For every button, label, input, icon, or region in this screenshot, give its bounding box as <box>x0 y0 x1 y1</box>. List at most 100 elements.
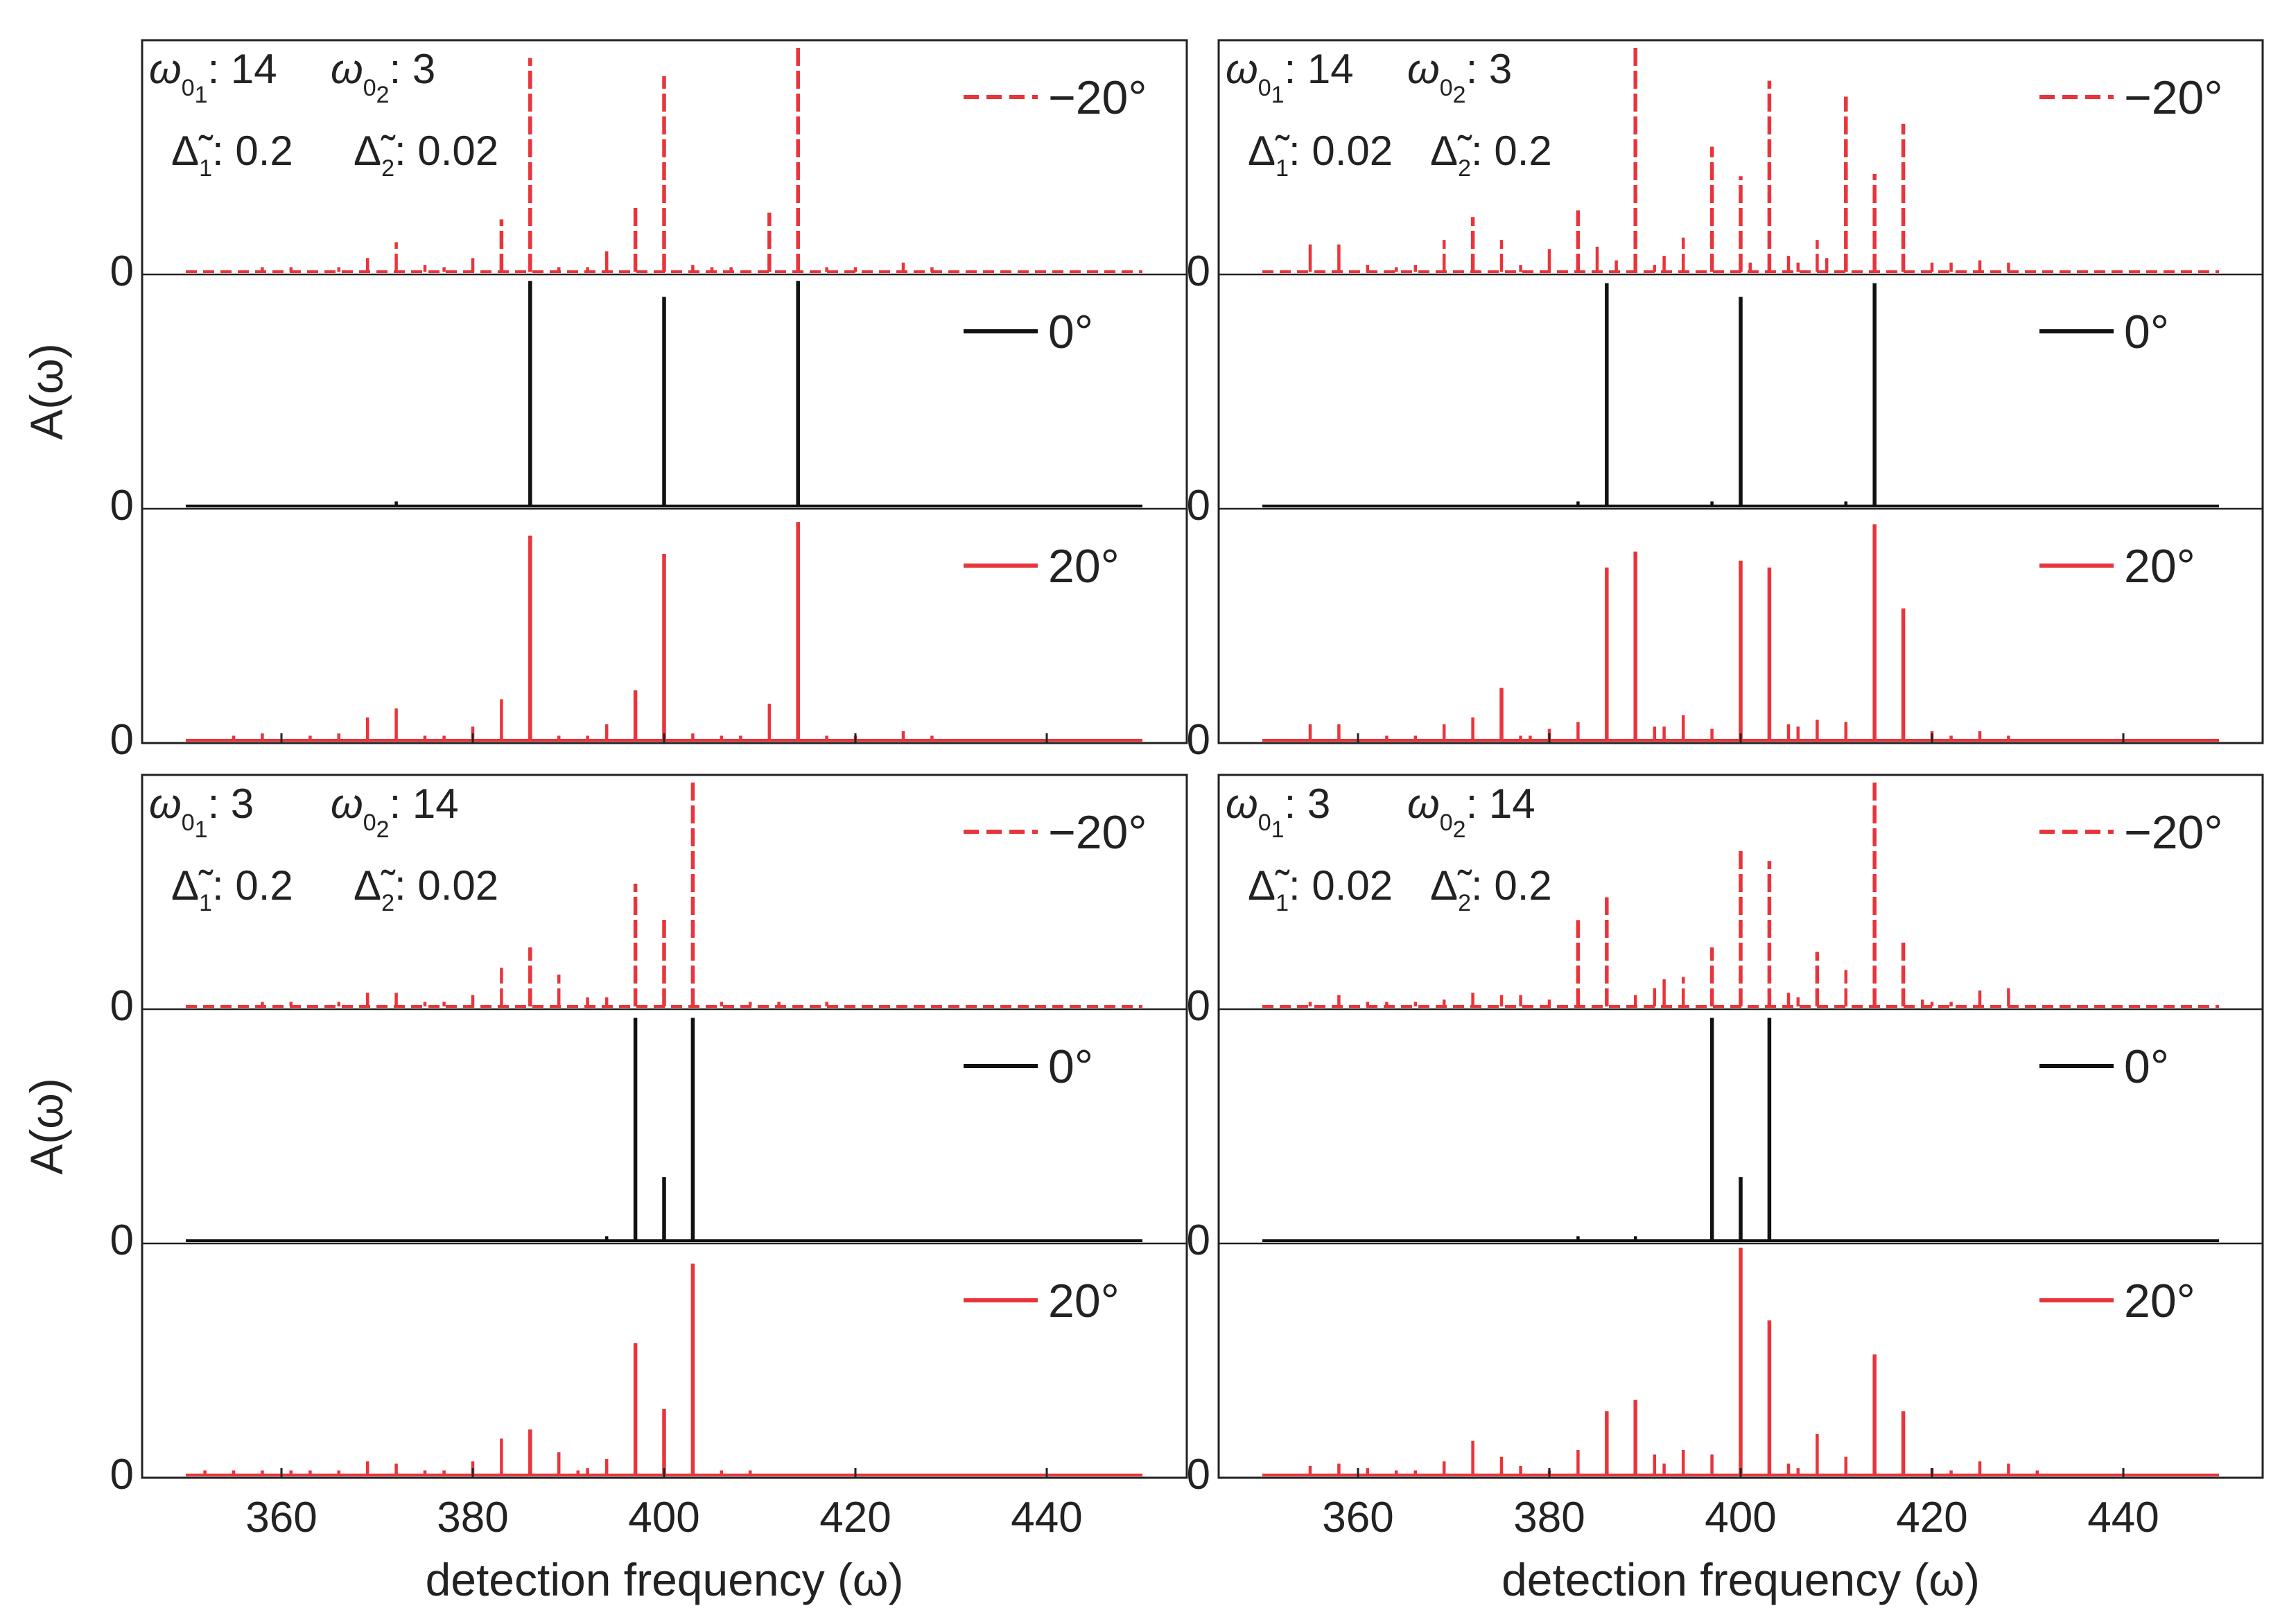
w2-symbol: ω <box>1407 46 1440 92</box>
w2-value: : 3 <box>1466 46 1513 92</box>
d1-value: : 0.02 <box>1289 862 1393 909</box>
param-annotations: ω01: 14 ω02: 3Δ̃1: 0.02 Δ̃2: 0.2 <box>1226 46 1552 182</box>
x-tick-label: 400 <box>1705 1494 1776 1542</box>
w2-sub2: 2 <box>376 82 390 108</box>
legend-label: −20° <box>2124 71 2223 124</box>
x-tick-label: 360 <box>245 1494 317 1542</box>
zero-label: 0 <box>110 1216 134 1264</box>
panel-bottom-left: 0−20°00°020°ω01: 3 ω02: 14Δ̃1: 0.2 Δ̃2: 0.… <box>21 774 1188 1605</box>
w1-sub2: 1 <box>195 82 208 108</box>
w2-symbol: ω <box>331 780 363 827</box>
param-annotations: ω01: 14 ω02: 3Δ̃1: 0.2 Δ̃2: 0.02 <box>149 46 498 182</box>
d2-sub: 2 <box>381 155 394 182</box>
zero-label: 0 <box>1187 247 1210 295</box>
panel-frame <box>141 774 1188 1479</box>
zero-label: 0 <box>1187 1216 1210 1264</box>
w2-label: ω02: 3 <box>331 46 435 108</box>
param-annotations: ω01: 3 ω02: 14Δ̃1: 0.2 Δ̃2: 0.02 <box>149 780 498 916</box>
trace-1: 0 0° <box>110 1018 1187 1264</box>
trace-2: 0 20° <box>110 1263 1142 1499</box>
w1-value: : 14 <box>1285 46 1354 92</box>
w1-symbol: ω <box>1226 780 1258 827</box>
trace-2: 0 20° <box>1187 524 2219 764</box>
trace-0: 0 −20° <box>1187 779 2263 1030</box>
legend-label: 20° <box>2124 540 2195 593</box>
w1-label: ω01: 3 <box>1226 780 1330 843</box>
w2-sub2: 2 <box>1453 817 1466 843</box>
w1-symbol: ω <box>149 46 182 92</box>
d1-label: Δ̃1: 0.02 <box>1248 128 1393 182</box>
d2-sub: 2 <box>1458 890 1471 916</box>
trace-2: 0 20° <box>110 522 1142 764</box>
w2-sub: 0 <box>1440 810 1453 836</box>
w1-sub: 0 <box>1258 75 1271 101</box>
d2-value: : 0.02 <box>394 862 498 909</box>
d2-label: Δ̃2: 0.2 <box>1430 862 1552 916</box>
legend-label: 20° <box>1048 1275 1120 1327</box>
w2-symbol: ω <box>1407 780 1440 827</box>
x-tick-label: 380 <box>437 1494 508 1542</box>
w2-value: : 14 <box>1466 780 1535 827</box>
zero-label: 0 <box>1187 982 1210 1030</box>
x-axis-title: detection frequency (ω) <box>1502 1554 1980 1605</box>
trace-0: 0 −20° <box>110 779 1187 1030</box>
d1-sub: 1 <box>1276 155 1289 182</box>
w1-label: ω01: 3 <box>149 780 254 843</box>
d1-label: Δ̃1: 0.2 <box>171 128 293 182</box>
d1-sub: 1 <box>199 155 212 182</box>
w1-sub2: 1 <box>1271 817 1285 843</box>
x-tick-label: 420 <box>1896 1494 1967 1542</box>
w2-sub2: 2 <box>1453 82 1466 108</box>
x-tick-label: 440 <box>1011 1494 1082 1542</box>
w1-sub: 0 <box>182 75 195 101</box>
w1-label: ω01: 14 <box>1226 46 1354 108</box>
d1-label: Δ̃1: 0.02 <box>1248 862 1393 916</box>
w1-sub: 0 <box>182 810 195 836</box>
w2-symbol: ω <box>331 46 363 92</box>
w1-symbol: ω <box>149 780 182 827</box>
x-tick-label: 400 <box>628 1494 699 1542</box>
legend-label: 0° <box>2124 306 2169 358</box>
trace-1: 0 0° <box>110 281 1187 530</box>
w2-sub: 0 <box>363 810 376 836</box>
d2-sub: 2 <box>381 890 394 916</box>
zero-label: 0 <box>110 1451 134 1499</box>
zero-label: 0 <box>110 482 134 530</box>
legend-label: 20° <box>2124 1275 2195 1327</box>
legend-label: 20° <box>1048 540 1120 593</box>
y-axis-title: A(ω) <box>21 1078 72 1175</box>
panel-bottom-right: 0−20°00°020°ω01: 3 ω02: 14Δ̃1: 0.02 Δ̃2: 0… <box>1187 774 2264 1605</box>
w1-symbol: ω <box>1226 46 1258 92</box>
panel-top-left: 0−20°00°020°ω01: 14 ω02: 3Δ̃1: 0.2 Δ̃2: 0.… <box>21 39 1188 764</box>
d1-value: : 0.2 <box>212 862 293 909</box>
trace-0: 0 −20° <box>1187 44 2263 295</box>
x-tick-label: 360 <box>1322 1494 1393 1542</box>
zero-label: 0 <box>1187 716 1210 764</box>
d1-label: Δ̃1: 0.2 <box>171 862 293 916</box>
trace-1: 0 0° <box>1187 1018 2263 1264</box>
w2-sub: 0 <box>363 75 376 101</box>
d2-label: Δ̃2: 0.02 <box>354 128 498 182</box>
zero-label: 0 <box>1187 482 1210 530</box>
d2-value: : 0.2 <box>1471 862 1552 909</box>
d1-value: : 0.2 <box>212 128 293 174</box>
legend-label: 0° <box>1048 306 1093 358</box>
trace-1: 0 0° <box>1187 283 2263 530</box>
trace-0: 0 −20° <box>110 44 1187 295</box>
w2-sub: 0 <box>1440 75 1453 101</box>
w2-label: ω02: 14 <box>1407 780 1535 843</box>
d2-value: : 0.02 <box>394 128 498 174</box>
zero-label: 0 <box>110 982 134 1030</box>
zero-label: 0 <box>110 716 134 764</box>
w1-value: : 3 <box>1285 780 1331 827</box>
d1-sub: 1 <box>199 890 212 916</box>
zero-label: 0 <box>1187 1451 1210 1499</box>
zero-label: 0 <box>110 247 134 295</box>
w1-label: ω01: 14 <box>149 46 277 108</box>
w2-value: : 3 <box>390 46 436 92</box>
d2-label: Δ̃2: 0.2 <box>1430 128 1552 182</box>
d2-sub: 2 <box>1458 155 1471 182</box>
legend-label: 0° <box>2124 1040 2169 1093</box>
w2-label: ω02: 3 <box>1407 46 1512 108</box>
